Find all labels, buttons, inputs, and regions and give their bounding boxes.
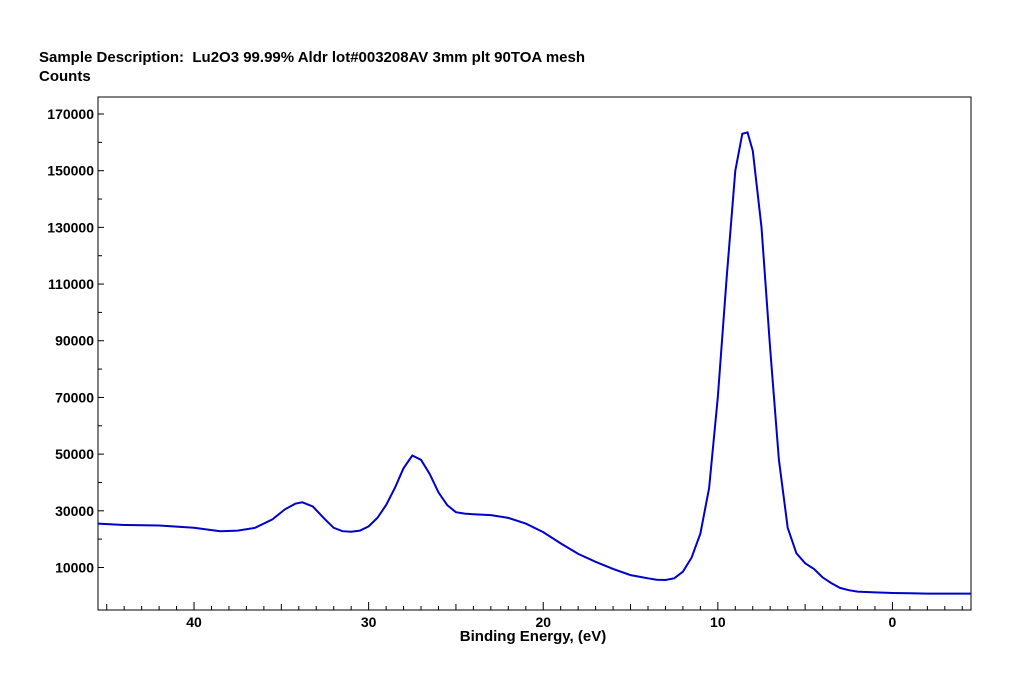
x-axis-ticks: 40 30 20 10 0 [106,602,963,630]
y-tick-label: 50000 [55,446,94,462]
x-axis-label: Binding Energy, (eV) [459,628,607,645]
y-tick-label: 110000 [48,276,94,292]
y-tick-label: 170000 [47,106,94,122]
y-tick-label: 70000 [55,389,94,405]
x-tick-label: 20 [535,614,551,630]
y-tick-label: 30000 [55,503,94,519]
y-tick-label: 150000 [47,163,94,179]
x-tick-label: 0 [889,614,897,630]
x-tick-label: 30 [361,614,377,630]
y-tick-label: 90000 [55,333,94,349]
y-axis-ticks: 10000 30000 50000 70000 90000 110000 130000 150… [47,106,104,575]
y-tick-label: 10000 [55,559,94,575]
plot-frame [97,96,972,611]
x-tick-label: 10 [710,614,726,630]
spectrum-line [97,131,971,595]
y-tick-label: 130000 [47,219,94,235]
sample-description: Sample Description: Lu2O3 99.99% Aldr lo… [39,49,586,66]
y-axis-label: Counts [39,68,91,85]
x-tick-label: 40 [186,614,202,630]
